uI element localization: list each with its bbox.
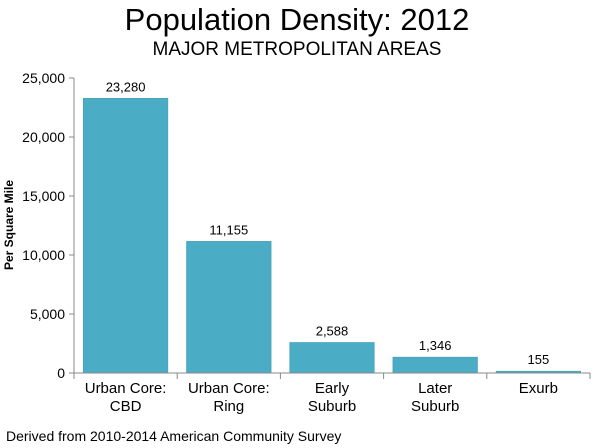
x-tick-label: Urban Core: (188, 380, 270, 397)
y-tick-label: 15,000 (22, 188, 65, 204)
bar (83, 98, 169, 374)
x-tick-label: Later (418, 380, 452, 397)
x-tick-label: Ring (213, 398, 244, 415)
x-tick-label: CBD (110, 398, 142, 415)
x-tick-label: Suburb (411, 398, 459, 415)
chart-subtitle: MAJOR METROPOLITAN AREAS (153, 39, 442, 60)
x-tick-label: Suburb (308, 398, 356, 415)
bar (392, 356, 478, 374)
data-label: 155 (528, 352, 550, 367)
bar (289, 342, 375, 374)
chart-title: Population Density: 2012 (125, 2, 470, 37)
data-label: 2,588 (316, 323, 349, 338)
x-tick-label: Early (315, 380, 350, 397)
y-tick-label: 25,000 (22, 70, 65, 86)
y-axis: 0 5,000 10,000 15,000 20,000 25,000 (22, 70, 75, 381)
y-tick-label: 10,000 (22, 247, 65, 263)
y-tick-label: 5,000 (30, 306, 65, 322)
y-tick-label: 20,000 (22, 129, 65, 145)
bars: 23,280 11,155 2,588 1,346 155 (83, 79, 581, 374)
x-tick-label: Exurb (519, 380, 558, 397)
data-label: 11,155 (209, 222, 248, 237)
y-axis-label: Per Square Mile (2, 180, 16, 270)
y-tick-label: 0 (57, 365, 65, 381)
data-label: 23,280 (106, 79, 146, 94)
footnote: Derived from 2010-2014 American Communit… (6, 428, 341, 444)
bar (186, 241, 272, 374)
data-label: 1,346 (419, 338, 452, 353)
x-tick-label: Urban Core: (85, 380, 167, 397)
